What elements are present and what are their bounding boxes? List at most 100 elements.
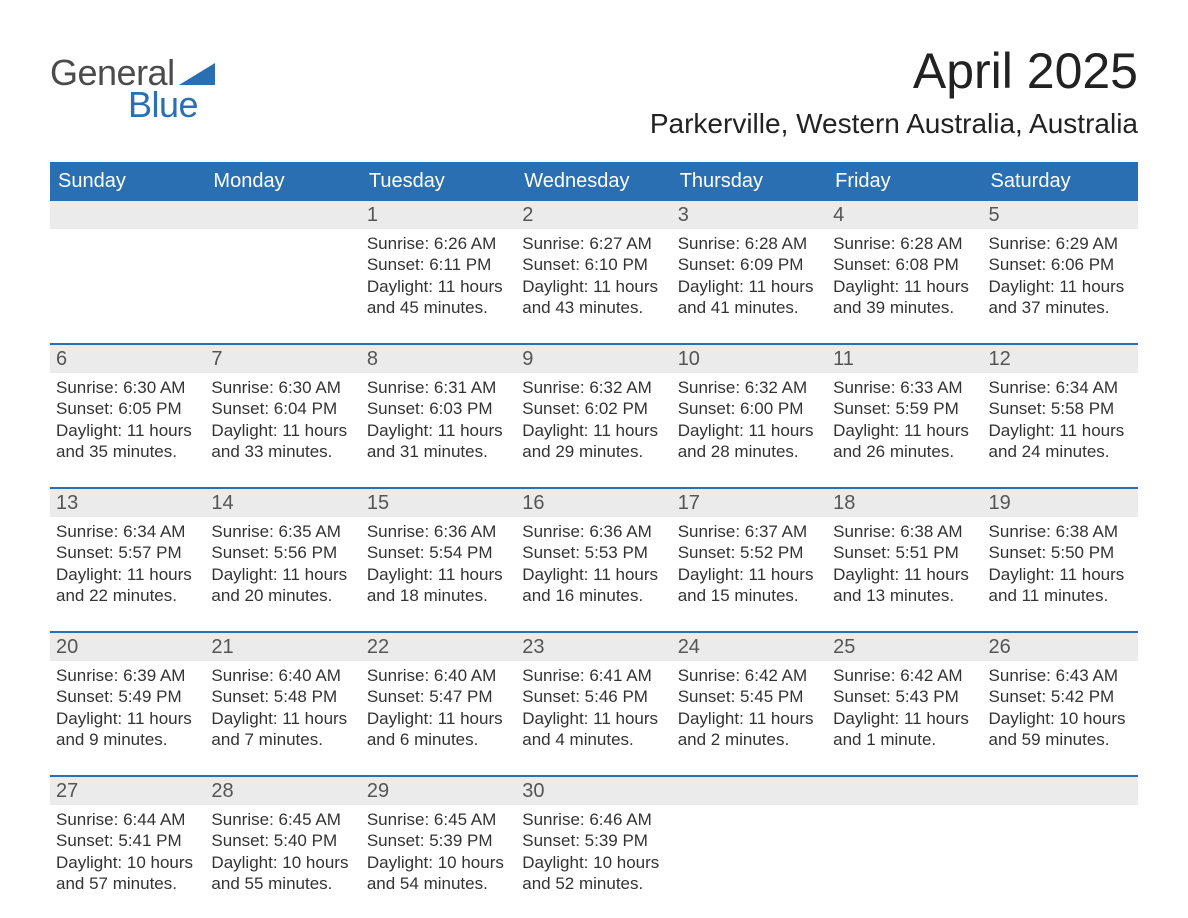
daylight-text: Daylight: 11 hours and 26 minutes. (833, 420, 976, 463)
day-content-cell: Sunrise: 6:31 AMSunset: 6:03 PMDaylight:… (361, 373, 516, 487)
sunset-text: Sunset: 6:10 PM (522, 254, 665, 275)
day-number-cell: 20 (50, 633, 205, 661)
sunset-text: Sunset: 5:58 PM (989, 398, 1132, 419)
sunrise-text: Sunrise: 6:40 AM (211, 665, 354, 686)
daylight-text: Daylight: 11 hours and 4 minutes. (522, 708, 665, 751)
sunset-text: Sunset: 6:00 PM (678, 398, 821, 419)
sunset-text: Sunset: 6:04 PM (211, 398, 354, 419)
weekday-header: Monday (205, 162, 360, 201)
sunset-text: Sunset: 5:56 PM (211, 542, 354, 563)
day-number-cell: 28 (205, 777, 360, 805)
day-number-cell: 15 (361, 489, 516, 517)
sunrise-text: Sunrise: 6:34 AM (989, 377, 1132, 398)
sunset-text: Sunset: 5:45 PM (678, 686, 821, 707)
sunset-text: Sunset: 6:02 PM (522, 398, 665, 419)
sunset-text: Sunset: 6:05 PM (56, 398, 199, 419)
day-number-row: 13141516171819 (50, 489, 1138, 517)
sunset-text: Sunset: 5:51 PM (833, 542, 976, 563)
day-number-row: 6789101112 (50, 345, 1138, 373)
sunrise-text: Sunrise: 6:35 AM (211, 521, 354, 542)
weekday-header: Tuesday (361, 162, 516, 201)
daylight-text: Daylight: 11 hours and 39 minutes. (833, 276, 976, 319)
daylight-text: Daylight: 11 hours and 11 minutes. (989, 564, 1132, 607)
daylight-text: Daylight: 10 hours and 52 minutes. (522, 852, 665, 895)
sunset-text: Sunset: 5:53 PM (522, 542, 665, 563)
day-content-cell: Sunrise: 6:45 AMSunset: 5:39 PMDaylight:… (361, 805, 516, 909)
sunset-text: Sunset: 5:52 PM (678, 542, 821, 563)
daylight-text: Daylight: 11 hours and 41 minutes. (678, 276, 821, 319)
day-content-row: Sunrise: 6:26 AMSunset: 6:11 PMDaylight:… (50, 229, 1138, 343)
sunrise-text: Sunrise: 6:32 AM (522, 377, 665, 398)
day-number-cell: 3 (672, 201, 827, 229)
daylight-text: Daylight: 11 hours and 45 minutes. (367, 276, 510, 319)
day-number-cell: 1 (361, 201, 516, 229)
daylight-text: Daylight: 10 hours and 59 minutes. (989, 708, 1132, 751)
day-number-cell: 18 (827, 489, 982, 517)
sunrise-text: Sunrise: 6:27 AM (522, 233, 665, 254)
day-number-cell: 9 (516, 345, 671, 373)
sunrise-text: Sunrise: 6:42 AM (678, 665, 821, 686)
day-number-cell (50, 201, 205, 229)
day-number-cell: 17 (672, 489, 827, 517)
logo: General Blue (50, 52, 215, 136)
daylight-text: Daylight: 11 hours and 43 minutes. (522, 276, 665, 319)
sunrise-text: Sunrise: 6:32 AM (678, 377, 821, 398)
sunrise-text: Sunrise: 6:39 AM (56, 665, 199, 686)
weeks-container: 12345Sunrise: 6:26 AMSunset: 6:11 PMDayl… (50, 201, 1138, 909)
daylight-text: Daylight: 11 hours and 20 minutes. (211, 564, 354, 607)
sunrise-text: Sunrise: 6:46 AM (522, 809, 665, 830)
day-content-cell: Sunrise: 6:38 AMSunset: 5:50 PMDaylight:… (983, 517, 1138, 631)
daylight-text: Daylight: 11 hours and 1 minute. (833, 708, 976, 751)
day-number-cell (827, 777, 982, 805)
day-number-cell: 16 (516, 489, 671, 517)
sunset-text: Sunset: 6:11 PM (367, 254, 510, 275)
sunrise-text: Sunrise: 6:44 AM (56, 809, 199, 830)
day-content-cell: Sunrise: 6:30 AMSunset: 6:05 PMDaylight:… (50, 373, 205, 487)
logo-triangle-icon (179, 63, 215, 85)
day-content-cell: Sunrise: 6:33 AMSunset: 5:59 PMDaylight:… (827, 373, 982, 487)
sunrise-text: Sunrise: 6:38 AM (989, 521, 1132, 542)
day-number-cell: 29 (361, 777, 516, 805)
day-content-cell: Sunrise: 6:27 AMSunset: 6:10 PMDaylight:… (516, 229, 671, 343)
sunset-text: Sunset: 5:50 PM (989, 542, 1132, 563)
daylight-text: Daylight: 10 hours and 55 minutes. (211, 852, 354, 895)
day-content-cell: Sunrise: 6:45 AMSunset: 5:40 PMDaylight:… (205, 805, 360, 909)
day-number-cell: 12 (983, 345, 1138, 373)
day-number-cell: 26 (983, 633, 1138, 661)
sunrise-text: Sunrise: 6:37 AM (678, 521, 821, 542)
sunrise-text: Sunrise: 6:28 AM (678, 233, 821, 254)
sunset-text: Sunset: 5:42 PM (989, 686, 1132, 707)
sunrise-text: Sunrise: 6:36 AM (522, 521, 665, 542)
day-content-cell: Sunrise: 6:28 AMSunset: 6:08 PMDaylight:… (827, 229, 982, 343)
sunrise-text: Sunrise: 6:29 AM (989, 233, 1132, 254)
day-content-cell: Sunrise: 6:34 AMSunset: 5:58 PMDaylight:… (983, 373, 1138, 487)
sunset-text: Sunset: 5:54 PM (367, 542, 510, 563)
sunrise-text: Sunrise: 6:34 AM (56, 521, 199, 542)
day-number-cell: 4 (827, 201, 982, 229)
day-number-cell: 27 (50, 777, 205, 805)
day-number-cell: 19 (983, 489, 1138, 517)
sunset-text: Sunset: 6:06 PM (989, 254, 1132, 275)
day-number-cell: 21 (205, 633, 360, 661)
day-number-cell (983, 777, 1138, 805)
sunset-text: Sunset: 6:03 PM (367, 398, 510, 419)
day-number-cell: 11 (827, 345, 982, 373)
day-number-cell: 14 (205, 489, 360, 517)
sunset-text: Sunset: 5:39 PM (522, 830, 665, 851)
day-content-cell: Sunrise: 6:26 AMSunset: 6:11 PMDaylight:… (361, 229, 516, 343)
day-content-cell: Sunrise: 6:43 AMSunset: 5:42 PMDaylight:… (983, 661, 1138, 775)
daylight-text: Daylight: 11 hours and 37 minutes. (989, 276, 1132, 319)
weekday-header: Sunday (50, 162, 205, 201)
day-content-cell: Sunrise: 6:32 AMSunset: 6:00 PMDaylight:… (672, 373, 827, 487)
day-content-cell: Sunrise: 6:42 AMSunset: 5:43 PMDaylight:… (827, 661, 982, 775)
sunset-text: Sunset: 5:43 PM (833, 686, 976, 707)
sunrise-text: Sunrise: 6:40 AM (367, 665, 510, 686)
sunrise-text: Sunrise: 6:36 AM (367, 521, 510, 542)
daylight-text: Daylight: 11 hours and 6 minutes. (367, 708, 510, 751)
day-content-cell: Sunrise: 6:39 AMSunset: 5:49 PMDaylight:… (50, 661, 205, 775)
day-content-cell: Sunrise: 6:28 AMSunset: 6:09 PMDaylight:… (672, 229, 827, 343)
sunrise-text: Sunrise: 6:26 AM (367, 233, 510, 254)
day-content-cell (983, 805, 1138, 909)
day-number-cell: 10 (672, 345, 827, 373)
day-content-cell: Sunrise: 6:36 AMSunset: 5:54 PMDaylight:… (361, 517, 516, 631)
